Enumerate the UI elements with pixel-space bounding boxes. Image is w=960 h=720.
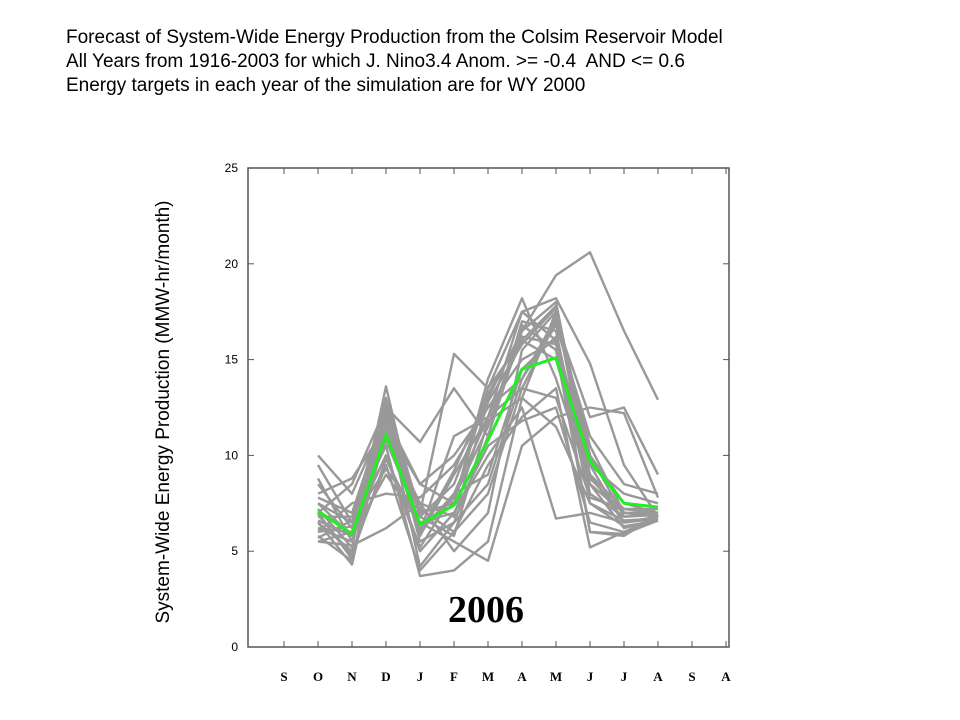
year-annotation: 2006 [448, 589, 524, 631]
ensemble-line [317, 406, 660, 562]
title-line-1: Forecast of System-Wide Energy Productio… [66, 27, 723, 48]
x-tick-label: A [517, 669, 527, 684]
ensemble-line [317, 310, 659, 553]
ensemble-line [317, 300, 658, 562]
x-tick-label: J [587, 669, 594, 684]
x-tick-label: F [450, 669, 458, 684]
highlight-series [317, 356, 659, 536]
x-tick-label: M [482, 669, 494, 684]
x-tick-label: A [653, 669, 663, 684]
x-tick-label: A [721, 669, 731, 684]
ensemble-line [317, 396, 659, 539]
y-axis-ticks: 0 5 10 15 20 25 [225, 161, 729, 654]
y-tick-label: 0 [231, 640, 238, 654]
ensemble-line [316, 310, 659, 543]
y-tick-label: 5 [231, 544, 238, 558]
ensemble-line [317, 335, 659, 538]
y-tick-label: 20 [225, 257, 239, 271]
y-tick-label: 15 [225, 353, 239, 367]
y-tick-label: 10 [225, 448, 239, 462]
x-tick-label: S [280, 669, 287, 684]
x-tick-label: M [550, 669, 562, 684]
highlight-line [317, 356, 659, 536]
x-tick-label: N [347, 669, 357, 684]
x-tick-label: D [381, 669, 390, 684]
title-line-3: Energy targets in each year of the simul… [66, 75, 586, 96]
x-tick-label: J [417, 669, 424, 684]
x-tick-label: J [621, 669, 628, 684]
chart-title: Forecast of System-Wide Energy Productio… [66, 26, 723, 98]
x-tick-label: O [313, 669, 323, 684]
ensemble-series [316, 251, 660, 578]
title-line-2: All Years from 1916-2003 for which J. Ni… [66, 51, 685, 72]
y-tick-label: 25 [225, 161, 239, 175]
x-tick-label: S [688, 669, 695, 684]
